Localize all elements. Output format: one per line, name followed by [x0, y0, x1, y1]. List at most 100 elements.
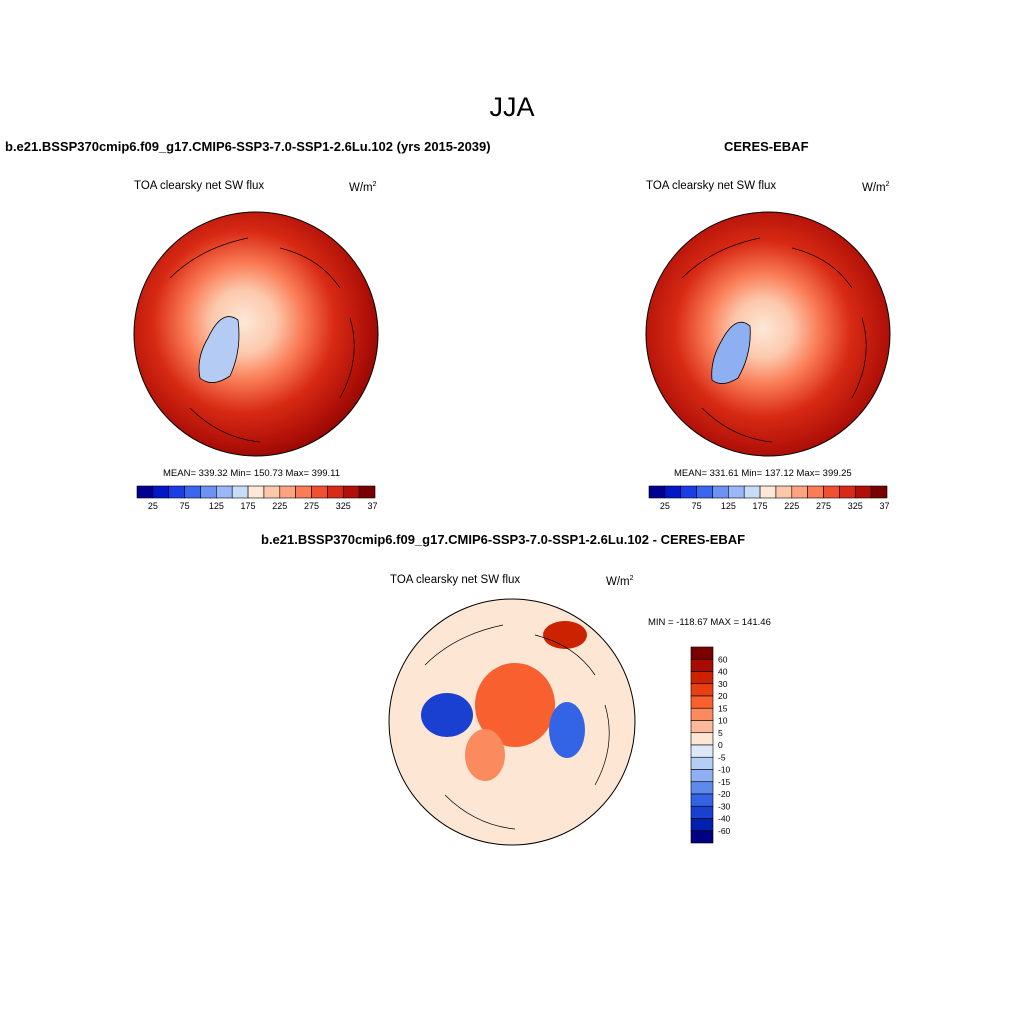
- panel-3-colorbar-tick-label: 5: [718, 728, 723, 738]
- panel-3-colorbar-swatch: [690, 646, 714, 660]
- panel-1-colorbar-swatch: [295, 485, 312, 499]
- panel-3-colorbar-tick-label: -20: [718, 789, 731, 799]
- panel-3-colorbar-tick-label: 20: [718, 691, 728, 701]
- panel-1-colorbar-swatch: [311, 485, 328, 499]
- panel-3-colorbar-tick-label: 60: [718, 654, 728, 664]
- panel-2-colorbar-swatch: [728, 485, 745, 499]
- panel-3-colorbar-tick-label: 30: [718, 679, 728, 689]
- panel-1-colorbar-swatch: [247, 485, 265, 499]
- panel-1-colorbar-swatch: [342, 485, 360, 499]
- panel-1-greenland: [198, 316, 240, 383]
- panel-3-colorbar-tick-label: -60: [718, 826, 731, 836]
- panel-1-colorbar-swatch: [231, 485, 249, 499]
- panel-2-colorbar: 25 75 125 175 225 275 325 375: [648, 485, 890, 511]
- panel-2-colorbar-tick-label: 125: [721, 501, 736, 511]
- panel-2-colorbar-swatch: [648, 485, 666, 499]
- panel-2-variable-label: TOA clearsky net SW flux: [646, 180, 777, 192]
- panel-2-colorbar-tick-label: 275: [816, 501, 831, 511]
- panel-1-colorbar-swatch: [216, 485, 233, 499]
- panel-3-colorbar-swatch: [690, 744, 714, 758]
- panel-3-arctic-positive: [475, 663, 555, 747]
- panel-1-colorbar-tick-label: 275: [304, 501, 319, 511]
- panel-2-colorbar-swatch: [664, 485, 682, 499]
- panel-2-title: CERES-EBAF: [724, 139, 809, 154]
- panel-1-colorbar-swatch: [327, 485, 344, 499]
- panel-2-colorbar-swatch: [839, 485, 856, 499]
- panel-1-colorbar: 25 75 125 175 225 275 325 375: [136, 485, 378, 511]
- panel-3-colorbar-swatch: [690, 830, 714, 844]
- panel-1-title: b.e21.BSSP370cmip6.f09_g17.CMIP6-SSP3-7.…: [5, 139, 491, 154]
- panel-2-colorbar-tick-label: 175: [753, 501, 768, 511]
- panel-1-colorbar-tick-label: 75: [180, 501, 190, 511]
- panel-3-colorbar-tick-label: -40: [718, 814, 731, 824]
- panel-3-colorbar-tick-label: -10: [718, 765, 731, 775]
- panel-3-colorbar-swatch: [690, 671, 714, 685]
- panel-2-colorbar-swatch: [680, 485, 697, 499]
- panel-2-colorbar-swatch: [823, 485, 840, 499]
- panel-2-colorbar-swatch: [712, 485, 729, 499]
- panel-3-colorbar-swatch: [690, 756, 714, 770]
- panel-1-polar-map: [133, 211, 379, 457]
- panel-2-colorbar-swatch: [743, 485, 761, 499]
- panel-3-units-label: W/m2: [606, 575, 634, 588]
- panel-3-coastlines: [424, 624, 610, 830]
- panel-1-colorbar-swatch: [168, 485, 185, 499]
- panel-1-colorbar-swatch: [136, 485, 154, 499]
- panel-3-greenland-positive: [465, 729, 505, 781]
- panel-3-colorbar-tick-label: 15: [718, 703, 728, 713]
- panel-1-colorbar-swatch: [152, 485, 170, 499]
- panel-3-colorbar-swatch: [690, 781, 714, 795]
- panel-3-colorbar-tick-label: 10: [718, 716, 728, 726]
- panel-2-colorbar-tick-label: 375: [879, 501, 890, 511]
- panel-3-colorbar-swatch: [690, 695, 714, 709]
- panel-1-colorbar-swatch: [263, 485, 281, 499]
- panel-2-colorbar-swatch: [775, 485, 793, 499]
- panel-1-colorbar-tick-label: 175: [241, 501, 256, 511]
- panel-3-colorbar-swatch: [690, 769, 714, 783]
- panel-2-units-label: W/m2: [862, 181, 890, 194]
- panel-2-colorbar-swatch: [870, 485, 888, 499]
- panel-3-colorbar-swatch: [690, 658, 714, 672]
- panel-3-colorbar-swatch: [690, 683, 714, 697]
- panel-3-colorbar-swatch: [690, 793, 714, 807]
- panel-1-stats: MEAN= 339.32 Min= 150.73 Max= 399.11: [163, 468, 341, 479]
- panel-3-colorbar-swatch: [690, 818, 714, 832]
- panel-2-colorbar-tick-label: 325: [848, 501, 863, 511]
- panel-2-map-disk: [645, 211, 891, 457]
- panel-1-colorbar-tick-label: 225: [272, 501, 287, 511]
- panel-3-colorbar-swatch: [690, 732, 714, 746]
- panel-3-colorbar: 60 40 30 20 15 10 5 0 -5 -10 -15 -20 -30 -40 -60: [690, 646, 731, 844]
- panel-1-map-disk: [133, 211, 379, 457]
- panel-3-colorbar-swatch: [690, 707, 714, 721]
- panel-2-colorbar-swatch: [807, 485, 824, 499]
- panel-1-colorbar-tick-label: 25: [148, 501, 158, 511]
- panel-1-colorbar-swatch: [358, 485, 376, 499]
- panel-1-colorbar-swatch: [200, 485, 217, 499]
- panel-2-colorbar-tick-label: 75: [692, 501, 702, 511]
- panel-3-title: b.e21.BSSP370cmip6.f09_g17.CMIP6-SSP3-7.…: [261, 532, 746, 547]
- panel-3-negative-region-west: [421, 693, 473, 737]
- panel-3-colorbar-tick-label: -30: [718, 801, 731, 811]
- panel-3-stats: MIN = -118.67 MAX = 141.46: [648, 617, 771, 628]
- panel-2-coastlines: [681, 237, 867, 443]
- panel-1-colorbar-tick-label: 375: [367, 501, 378, 511]
- panel-3-colorbar-tick-label: -15: [718, 777, 731, 787]
- panel-1-colorbar-swatch: [184, 485, 201, 499]
- panel-2-colorbar-tick-label: 25: [660, 501, 670, 511]
- panel-2-polar-map: [645, 211, 891, 457]
- panel-2-colorbar-swatch: [696, 485, 713, 499]
- panel-2-colorbar-swatch: [759, 485, 777, 499]
- panel-3-positive-region-north: [543, 621, 587, 649]
- panel-1-colorbar-tick-label: 325: [336, 501, 351, 511]
- panel-1-variable-label: TOA clearsky net SW flux: [134, 180, 265, 192]
- panel-3-colorbar-swatch: [690, 720, 714, 734]
- panel-3-colorbar-tick-label: -5: [718, 752, 726, 762]
- panel-2-colorbar-tick-label: 225: [784, 501, 799, 511]
- panel-3-negative-region-east: [549, 702, 585, 758]
- panel-1-coastlines: [169, 237, 355, 443]
- panel-3-variable-label: TOA clearsky net SW flux: [390, 574, 521, 586]
- panel-3-colorbar-tick-label: 0: [718, 740, 723, 750]
- panel-2-greenland: [711, 321, 751, 384]
- panel-2-colorbar-swatch: [791, 485, 808, 499]
